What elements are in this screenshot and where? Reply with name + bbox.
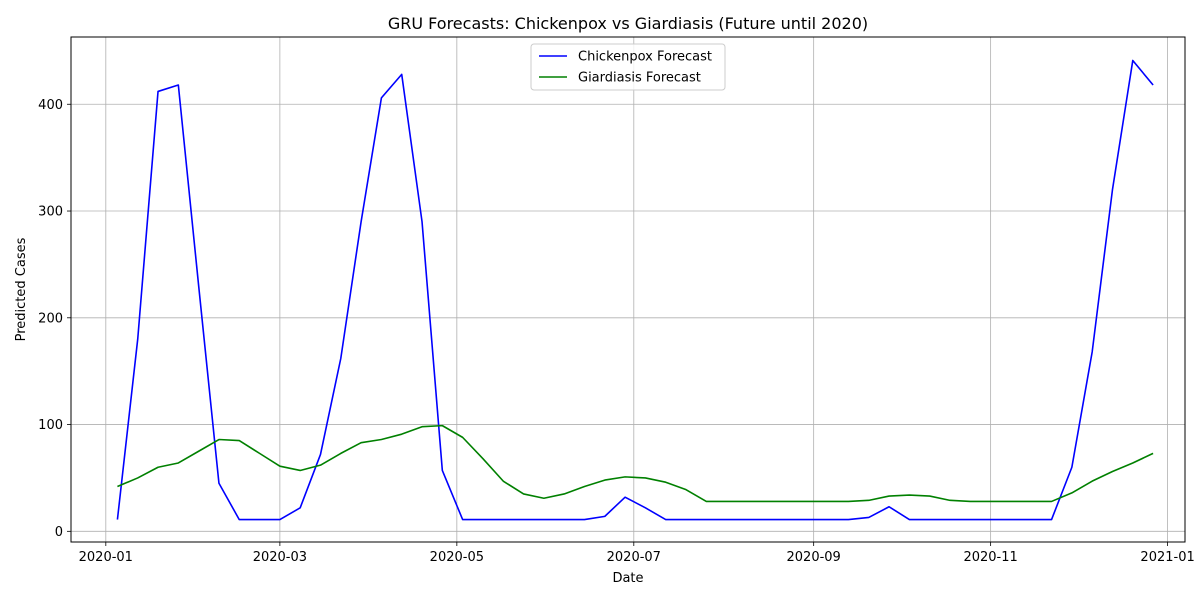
y-axis: 0 100 200 300 400 <box>38 98 71 540</box>
x-tick-label: 2021-01 <box>1140 550 1194 565</box>
x-tick-label: 2020-11 <box>963 550 1017 565</box>
series-line-chickenpox <box>116 59 1154 521</box>
legend-box <box>530 43 726 91</box>
legend: Chickenpox Forecast Giardiasis Forecast <box>530 43 726 91</box>
x-tick-label: 2020-03 <box>253 550 307 565</box>
chart-title: GRU Forecasts: Chickenpox vs Giardiasis … <box>388 14 868 33</box>
x-tick-label: 2020-07 <box>607 550 661 565</box>
x-axis: 2020-01 2020-03 2020-05 2020-07 2020-09 2020-… <box>79 542 1195 565</box>
series-line-giardiasis <box>117 424 1154 503</box>
y-tick-label: 100 <box>38 418 63 433</box>
grid-lines <box>71 37 1185 542</box>
x-tick-label: 2020-09 <box>787 550 841 565</box>
x-tick-label: 2020-05 <box>430 550 484 565</box>
y-axis-label: Predicted Cases <box>14 237 29 341</box>
legend-entry: Giardiasis Forecast <box>578 71 701 86</box>
y-tick-label: 0 <box>55 525 63 540</box>
series-layer <box>116 59 1154 521</box>
legend-entry: Chickenpox Forecast <box>578 50 712 65</box>
y-tick-label: 400 <box>38 98 63 113</box>
plot-frame <box>70 36 1186 543</box>
y-tick-label: 300 <box>38 205 63 220</box>
x-tick-label: 2020-01 <box>79 550 133 565</box>
y-tick-label: 200 <box>38 311 63 326</box>
x-axis-label: Date <box>612 571 643 586</box>
